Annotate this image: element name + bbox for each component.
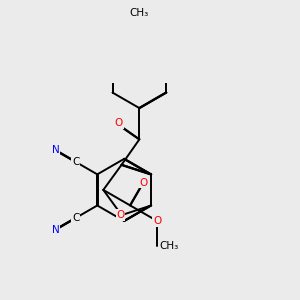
- Text: O: O: [116, 210, 125, 220]
- Text: C: C: [72, 213, 80, 223]
- Text: CH₃: CH₃: [159, 241, 178, 251]
- Text: O: O: [140, 178, 148, 188]
- Text: O: O: [153, 216, 161, 226]
- Text: N: N: [52, 225, 59, 235]
- Text: N: N: [52, 145, 59, 155]
- Text: O: O: [115, 118, 123, 128]
- Text: CH₃: CH₃: [130, 8, 149, 18]
- Text: C: C: [72, 157, 80, 167]
